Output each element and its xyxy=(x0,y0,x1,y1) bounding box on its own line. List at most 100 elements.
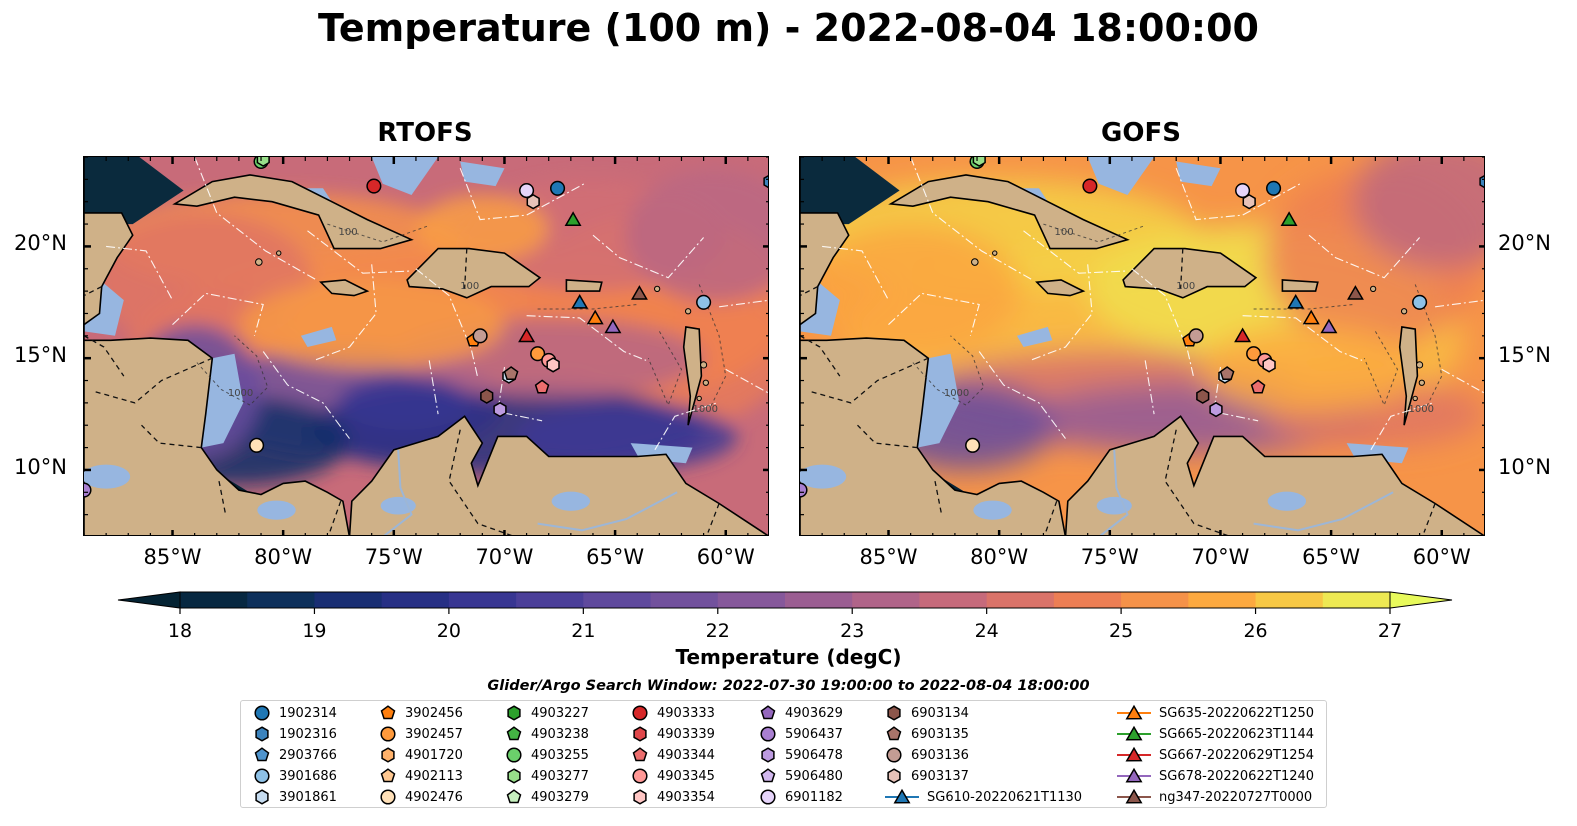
legend-marker xyxy=(1117,704,1151,720)
border-line xyxy=(800,286,818,297)
south-america-land xyxy=(348,415,768,535)
observation-4902476 xyxy=(249,437,265,453)
legend-item: 4903629 xyxy=(759,703,843,723)
legend-marker xyxy=(255,726,269,742)
legend-item: 4903333 xyxy=(631,703,715,723)
legend-marker xyxy=(506,726,522,741)
legend-item: SG667-20220629T1254 xyxy=(1117,745,1314,765)
observation-markers xyxy=(800,157,1484,498)
legend-item: SG678-20220622T1240 xyxy=(1117,766,1314,786)
legend-triangle xyxy=(1125,788,1143,804)
observation-6903137 xyxy=(526,194,540,210)
shallow-shelf xyxy=(1087,157,1155,195)
south-america-land xyxy=(1064,415,1484,535)
border-line xyxy=(800,335,841,377)
contour-line xyxy=(1043,223,1144,243)
legend-symbol xyxy=(886,747,902,763)
border-line xyxy=(1179,248,1184,289)
colorbar-segment xyxy=(448,592,517,608)
observation-4903354 xyxy=(1262,357,1276,373)
legend-marker xyxy=(760,768,776,783)
legend-label: ng347-20220727T0000 xyxy=(1159,789,1313,805)
x-tick-label: 60°W xyxy=(696,545,755,569)
y-tick-label: 10°N xyxy=(1498,454,1551,479)
border-line xyxy=(328,500,342,533)
legend-marker xyxy=(760,705,776,720)
small-island xyxy=(1412,395,1418,402)
legend-symbol xyxy=(380,768,396,783)
legend-marker xyxy=(506,747,522,763)
observation-5906437 xyxy=(84,482,92,498)
legend-marker xyxy=(1117,725,1151,741)
legend-label: 3902457 xyxy=(405,726,463,742)
observation-6903134 xyxy=(480,388,494,404)
border-line xyxy=(1044,500,1058,533)
colorbar-segment xyxy=(1322,592,1391,608)
colorbar-segment xyxy=(852,592,920,608)
x-tick-label: 75°W xyxy=(1080,545,1139,569)
legend-symbol xyxy=(760,768,776,783)
legend-item: 2903766 xyxy=(253,745,337,765)
gofs-map-panel[interactable]: 1000 100 100 1000 xyxy=(799,156,1485,536)
legend-label: 4903333 xyxy=(657,705,715,721)
observation-3902457 xyxy=(1246,346,1262,362)
observation-4903344 xyxy=(1250,379,1266,394)
colorbar-tick-label: 23 xyxy=(840,620,865,642)
colorbar-tick-label: 26 xyxy=(1243,620,1268,642)
country-borders xyxy=(800,248,1436,535)
colorbar-tick-label: 22 xyxy=(705,620,730,642)
x-tick-label: 70°W xyxy=(475,545,534,569)
legend-item: 4903339 xyxy=(631,724,715,744)
legend-item: 3902456 xyxy=(379,703,463,723)
contour-label: 1000 xyxy=(228,388,253,399)
cuba-land xyxy=(172,174,414,250)
eez-boundaries xyxy=(822,157,1484,451)
legend-marker xyxy=(887,705,901,721)
eez-line xyxy=(194,157,317,281)
legend-label: 4902113 xyxy=(405,768,463,784)
colorbar-tick-label: 24 xyxy=(974,620,999,642)
legend-marker xyxy=(632,768,648,784)
temperature-blob xyxy=(415,195,549,263)
eez-line xyxy=(526,315,647,361)
legend-item: 6903137 xyxy=(885,766,969,786)
y-tick-label: 15°N xyxy=(14,343,67,368)
lesser-antilles-land xyxy=(1398,325,1419,426)
observation-ng347-20220727T0000 xyxy=(631,285,648,300)
contour-label: 1000 xyxy=(1409,404,1434,415)
central-america-land xyxy=(800,157,1066,535)
x-tick-label: 80°W xyxy=(254,545,313,569)
land-layer xyxy=(800,157,1484,535)
y-tick-label: 20°N xyxy=(1498,231,1551,256)
gulf-cold-water xyxy=(800,157,900,225)
observation-6903136 xyxy=(472,328,488,344)
colorbar-segment xyxy=(919,592,988,608)
hispaniola-land xyxy=(1122,247,1258,299)
small-island xyxy=(700,361,708,369)
bathymetry-contours: 1000 100 100 1000 xyxy=(912,223,1443,415)
legend-label: 6901182 xyxy=(785,789,843,805)
legend-item: 6901182 xyxy=(759,787,843,807)
legend-label: 5906437 xyxy=(785,726,843,742)
legend-item: 4903279 xyxy=(505,787,589,807)
eez-line xyxy=(497,367,543,422)
observation-4903344 xyxy=(534,379,550,394)
legend-marker xyxy=(761,747,775,763)
legend-symbol xyxy=(506,726,522,741)
observation-6903137 xyxy=(1242,194,1256,210)
eez-line xyxy=(822,245,889,301)
rtofs-map-panel[interactable]: 1000 100 100 1000 xyxy=(83,156,769,536)
observation-4902476 xyxy=(965,437,981,453)
eez-line xyxy=(262,351,350,439)
x-tick-label: 60°W xyxy=(1412,545,1471,569)
temperature-blob xyxy=(800,224,1022,359)
shallow-shelf xyxy=(917,353,960,448)
colorbar-segment xyxy=(1121,592,1189,608)
legend-label: 4903354 xyxy=(657,789,715,805)
legend-marker xyxy=(381,747,395,763)
river xyxy=(537,491,678,532)
legend-marker xyxy=(633,726,647,742)
colorbar-tick-label: 19 xyxy=(302,620,327,642)
observation-6901182 xyxy=(1235,182,1251,199)
observation-SG667-20220629T1254 xyxy=(1234,327,1252,343)
